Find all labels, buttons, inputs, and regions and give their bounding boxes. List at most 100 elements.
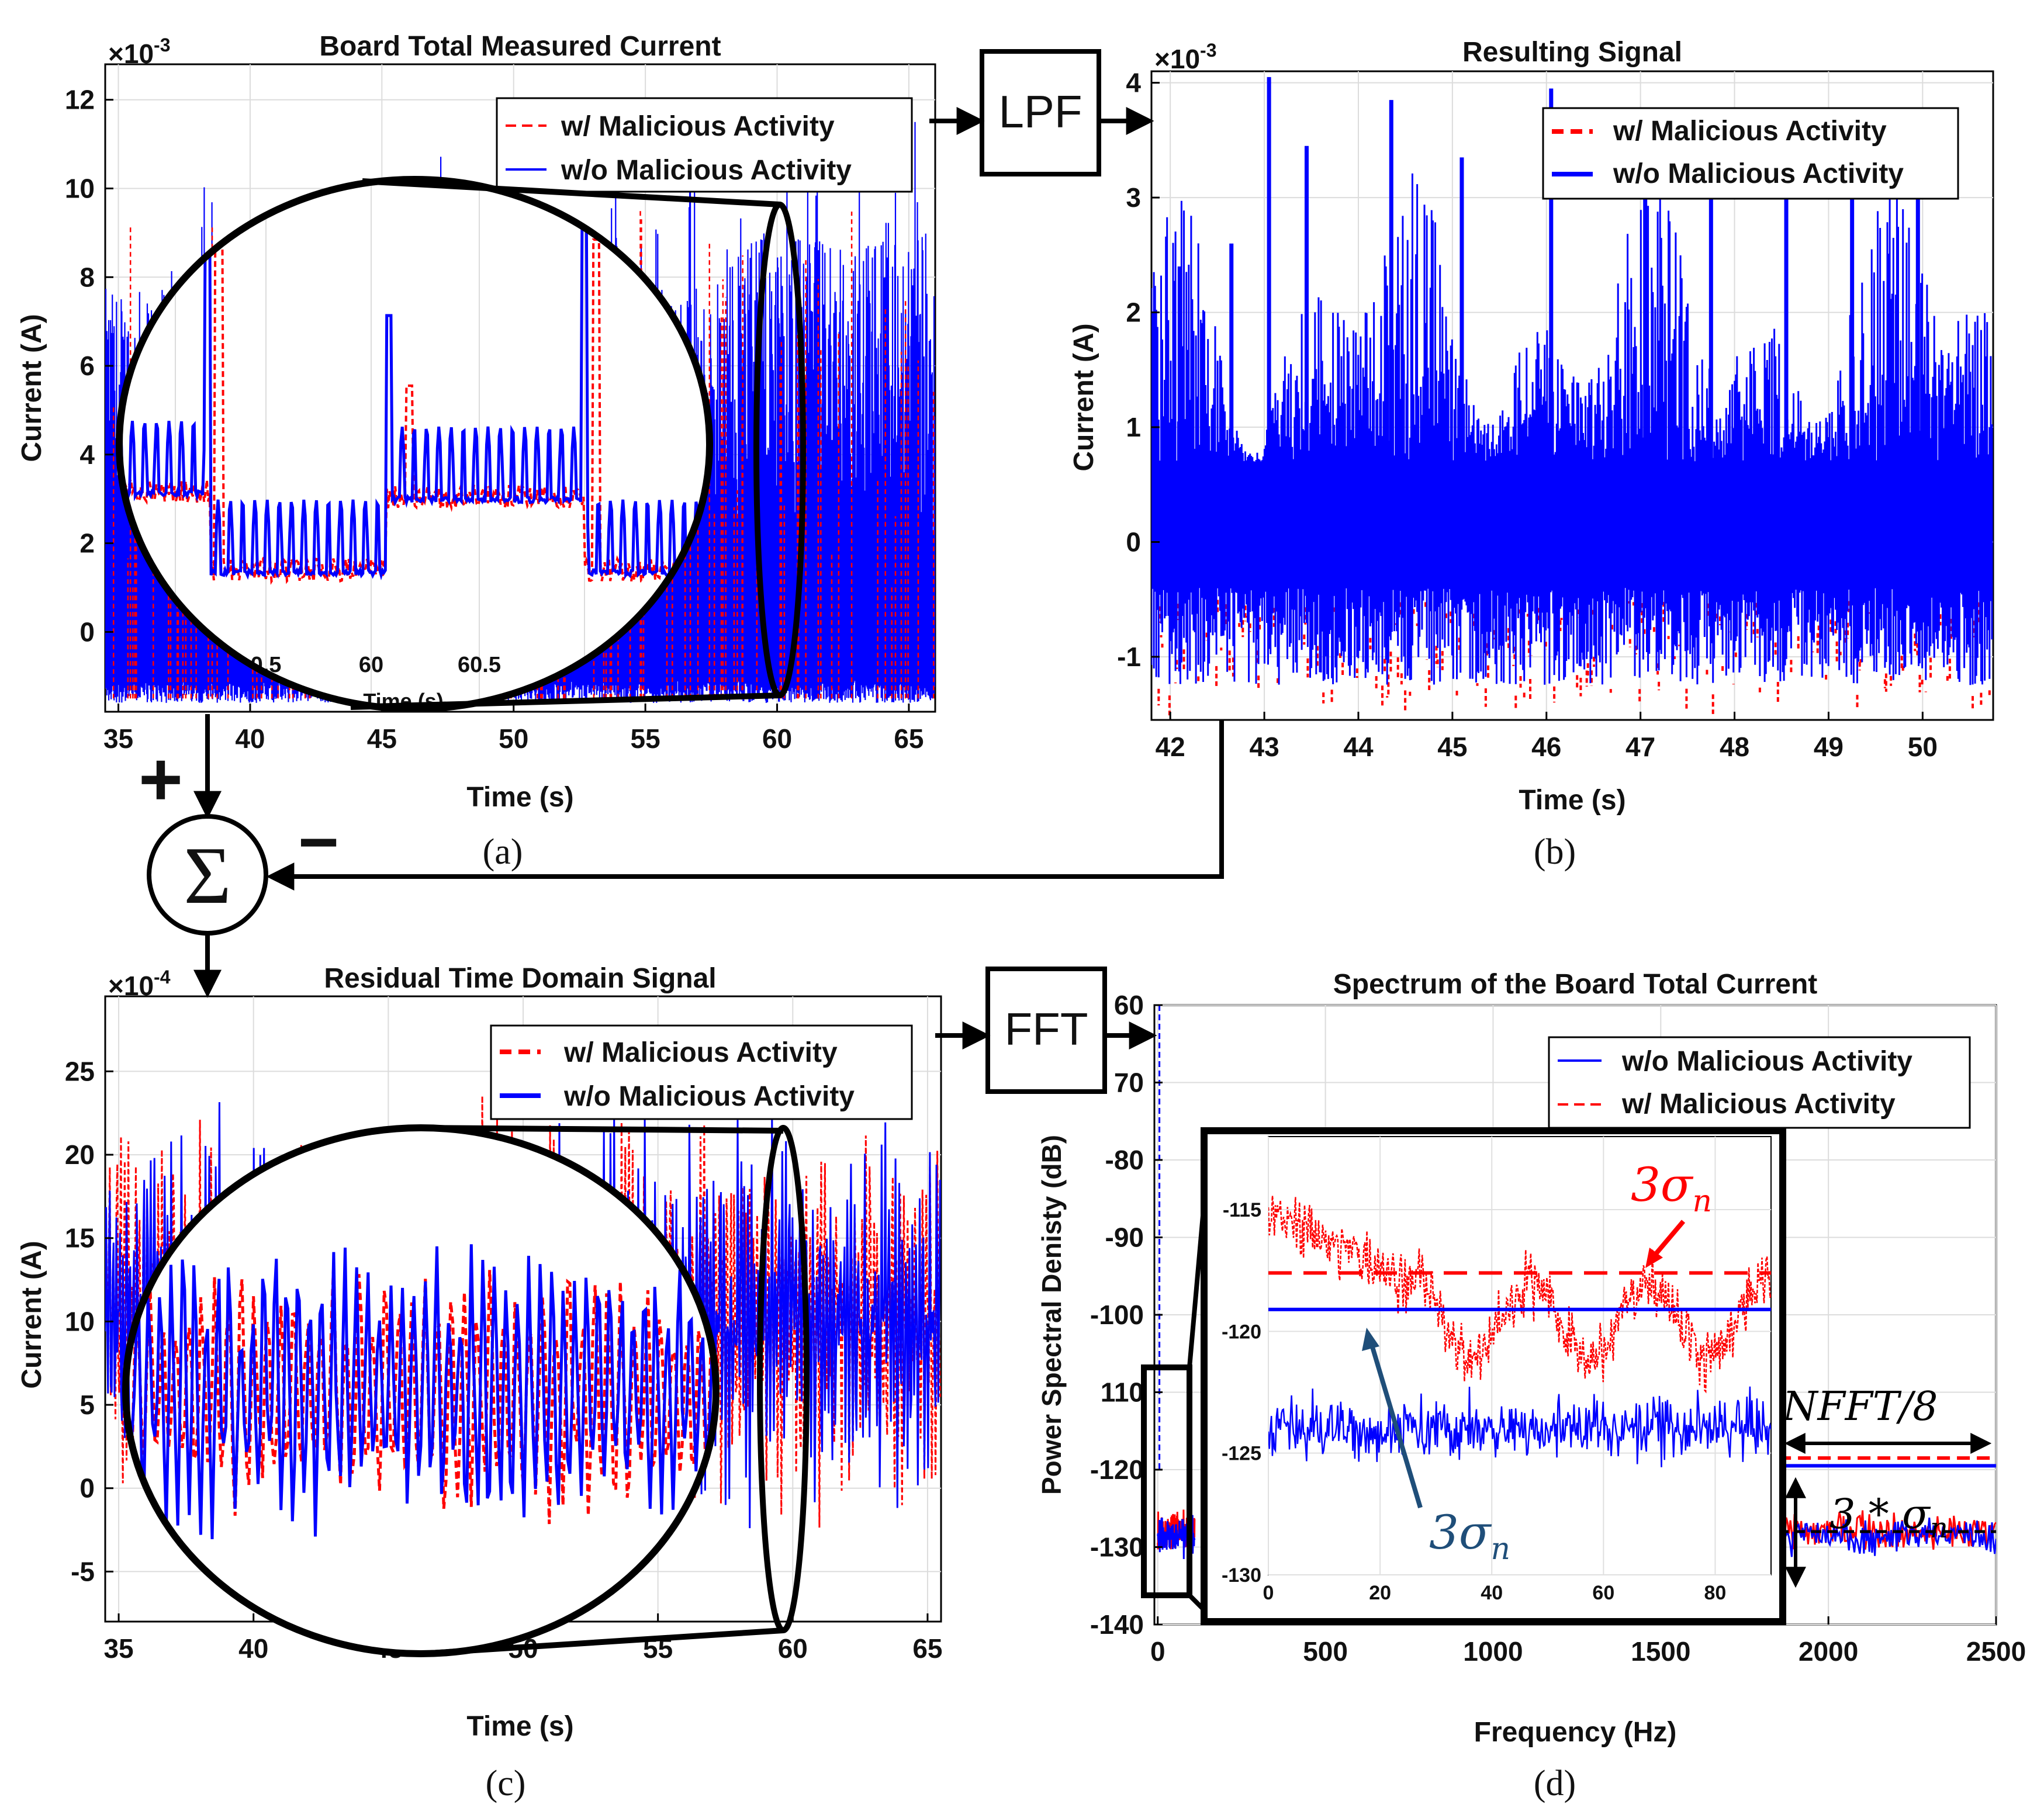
y-tick-label-c-2: 5: [79, 1390, 95, 1420]
chart-title-a: Board Total Measured Current: [319, 31, 721, 62]
y-tick-label-a-2: 4: [79, 439, 95, 470]
ticks-b: 42 43 44 45 46 47 48 49 50 -1 0 1 2 3 4: [1117, 68, 1938, 762]
sigma-annotation-red: 3σn: [1631, 1158, 1712, 1219]
lpf-label: LPF: [998, 86, 1082, 137]
inset-x-tick-0: 0: [1263, 1582, 1274, 1604]
legend-label-without-b: w/o Malicious Activity: [1613, 158, 1904, 189]
series-without-b: [1151, 164, 1993, 685]
inset-x-tick-4: 80: [1704, 1582, 1727, 1604]
legend-a: w/ Malicious Activity w/o Malicious Acti…: [496, 97, 913, 193]
arrow-b-to-sum: [266, 720, 1224, 891]
caption-d: (d): [1534, 1764, 1576, 1803]
panel-b: 42 43 44 45 46 47 48 49 50 -1 0 1 2 3 4 Resulting Sign…: [1068, 37, 1994, 816]
x-tick-label-a-2: 45: [367, 723, 397, 754]
y-tick-label-a-1: 2: [79, 528, 95, 559]
y-tick-label-d-6: -120: [1090, 1454, 1144, 1485]
x-tick-label-d-4: 2000: [1799, 1636, 1858, 1667]
x-tick-label-d-0: 0: [1150, 1636, 1165, 1667]
sigma-arrow-blue: [1368, 1340, 1423, 1509]
x-tick-label-d-3: 1500: [1631, 1636, 1690, 1667]
legend-label-without-a: w/o Malicious Activity: [561, 155, 852, 186]
y-axis-label-c: Current (A): [16, 1241, 47, 1388]
legend-label-with-a: w/ Malicious Activity: [561, 111, 835, 142]
zoom-inset-c: [122, 1124, 810, 1657]
series-group-b: [1151, 77, 1993, 718]
x-tick-label-c-5: 60: [778, 1633, 808, 1664]
inset-y-tick-1: -120: [1222, 1321, 1261, 1343]
y-exponent-c: ×10-4: [108, 967, 171, 1001]
x-tick-label-b-3: 45: [1437, 732, 1467, 762]
x-axis-label-d: Frequency (Hz): [1474, 1717, 1677, 1748]
y-tick-label-b-1: 0: [1126, 527, 1141, 557]
x-tick-label-c-6: 65: [912, 1633, 942, 1664]
x-tick-label-a-1: 40: [235, 723, 265, 754]
y-tick-label-d-5: 110: [1101, 1377, 1144, 1408]
y-tick-label-d-2: -80: [1105, 1145, 1144, 1175]
x-tick-label-b-1: 43: [1249, 732, 1279, 762]
y-tick-label-c-3: 10: [65, 1306, 95, 1336]
y-tick-label-a-0: 0: [79, 616, 95, 647]
y-tick-label-c-6: 25: [65, 1056, 95, 1086]
zoom-series-without-c: [126, 1244, 716, 1539]
minus-sign: −: [298, 803, 339, 881]
zoom-selection-d: [1141, 1364, 1192, 1598]
ticks-d: 0 500 1000 1500 2000 2500 60 70 -80 -90 -100 110 -12…: [1090, 990, 2026, 1667]
fft-label: FFT: [1005, 1003, 1088, 1055]
zoom-tick-a-2: 60.5: [458, 653, 501, 677]
three-sigma-annotation: 3 * σn: [1829, 1490, 1948, 1544]
panel-d: 0 500 1000 1500 2000 2500 60 70 -80 -90 -100 110 -12…: [1036, 969, 2026, 1748]
y-tick-label-c-0: -5: [71, 1556, 95, 1587]
y-tick-label-b-4: 3: [1126, 182, 1141, 213]
y-tick-label-a-6: 12: [65, 85, 95, 115]
lpf-block: [980, 49, 1101, 176]
y-tick-label-c-1: 0: [79, 1473, 95, 1504]
y-tick-label-b-2: 1: [1126, 412, 1141, 442]
caption-a: (a): [483, 832, 523, 872]
y-tick-label-d-1: 70: [1114, 1068, 1144, 1098]
y-tick-label-a-5: 10: [65, 173, 95, 203]
y-tick-label-a-4: 8: [79, 262, 95, 292]
inset-x-tick-3: 60: [1592, 1582, 1614, 1604]
chart-title-d: Spectrum of the Board Total Current: [1333, 969, 1818, 1000]
y-tick-label-b-5: 4: [1126, 68, 1141, 98]
zoom-series-without-a: [119, 191, 709, 581]
caption-c: (c): [486, 1764, 526, 1803]
inset-series-d: [1268, 1195, 1771, 1467]
x-tick-label-a-4: 55: [631, 723, 660, 754]
sigma-annotation-blue: 3σn: [1429, 1505, 1510, 1567]
nfft-annotation: NFFT/8: [1782, 1384, 1938, 1430]
sigma-arrowhead-blue: [1362, 1328, 1379, 1351]
y-axis-label-d: Power Spectral Denisty (dB): [1036, 1135, 1067, 1495]
x-axis-label-a: Time (s): [466, 782, 573, 813]
x-tick-label-b-4: 46: [1531, 732, 1561, 762]
y-axis-label-a: Current (A): [16, 314, 47, 462]
x-tick-label-d-5: 2500: [1966, 1636, 2026, 1667]
ticks-a: 35 40 45 50 55 60 65 0 2 4 6 8 10 12: [65, 85, 924, 754]
flow-diagram: LPF FFT Σ + −: [139, 49, 1224, 1094]
legend-label-with-c: w/ Malicious Activity: [563, 1037, 838, 1068]
legend-label-without-d: w/o Malicious Activity: [1621, 1046, 1912, 1077]
sum-symbol: Σ: [184, 830, 231, 921]
inset-series-with-d: [1268, 1195, 1771, 1394]
legend-label-without-c: w/o Malicious Activity: [563, 1081, 855, 1112]
inset-x-tick-2: 40: [1481, 1582, 1503, 1604]
legend-c: w/ Malicious Activity w/o Malicious Acti…: [490, 1024, 913, 1120]
y-exponent-a: ×10-3: [108, 34, 170, 69]
y-tick-label-b-3: 2: [1126, 297, 1141, 328]
x-tick-label-c-0: 35: [103, 1633, 133, 1664]
y-tick-label-d-7: -130: [1090, 1532, 1144, 1563]
series-with-b: [1157, 600, 1991, 718]
x-tick-label-b-5: 47: [1625, 732, 1655, 762]
x-axis-label-c: Time (s): [466, 1711, 573, 1742]
chart-title-c: Residual Time Domain Signal: [324, 963, 716, 994]
x-tick-label-b-7: 49: [1814, 732, 1844, 762]
y-tick-label-d-0: 60: [1114, 990, 1144, 1020]
y-tick-label-a-3: 6: [79, 351, 95, 381]
plus-sign: +: [139, 736, 183, 822]
zoom-inset-a: 0.5 60 60.5 Time (s): [116, 176, 806, 712]
inset-y-tick-0: -115: [1223, 1199, 1261, 1221]
chart-title-b: Resulting Signal: [1462, 37, 1682, 68]
zoom-series-with-c: [126, 1263, 716, 1525]
x-tick-label-b-6: 48: [1720, 732, 1749, 762]
